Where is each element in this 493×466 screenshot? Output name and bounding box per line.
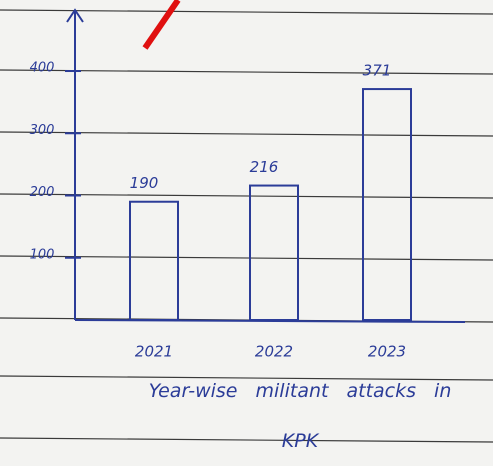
page: 100200300400202119020222162023371 Year-w… [0,0,493,457]
x-tick-label: 2021 [135,343,173,361]
bar [130,202,178,320]
y-tick-label: 100 [30,247,55,262]
y-tick-label: 300 [30,123,55,138]
y-tick-label: 400 [30,61,55,76]
value-label: 190 [130,174,159,192]
value-label: 371 [363,62,392,80]
bar [250,186,298,320]
red-stroke [145,0,178,48]
chart-title: Year-wise militant attacks in KPK [130,366,470,466]
x-tick-label: 2023 [368,343,406,361]
x-tick-label: 2022 [255,343,293,361]
bar [363,89,411,320]
y-tick-label: 200 [30,185,55,200]
value-label: 216 [250,158,279,176]
